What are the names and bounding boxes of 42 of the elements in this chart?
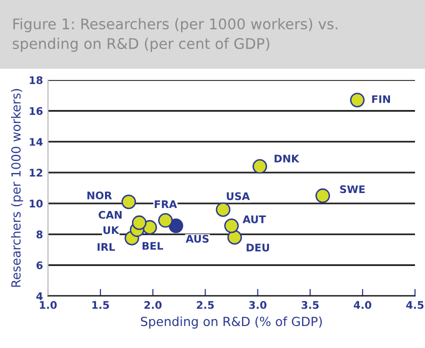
annotation: IRL xyxy=(98,243,115,251)
point xyxy=(168,218,184,234)
x-tick-label: 1.5 xyxy=(92,301,109,309)
annotation: BEL xyxy=(142,242,164,250)
x-tick-label: 4.5 xyxy=(406,301,424,309)
annotation: SWE xyxy=(340,185,365,194)
x-axis-title: Spending on R&D (% of GDP) xyxy=(140,316,322,329)
annotation: DNK xyxy=(274,154,300,162)
point xyxy=(121,194,136,210)
point xyxy=(132,215,147,230)
y-tick-label: 14 xyxy=(30,138,43,146)
annotation: NOR xyxy=(87,191,112,200)
y-axis-title: Researchers (per 1000 workers) xyxy=(10,89,24,287)
point xyxy=(158,213,173,228)
point xyxy=(252,159,268,174)
y-tick-label: 8 xyxy=(36,230,42,238)
point xyxy=(216,202,230,217)
annotation: UK xyxy=(104,226,120,234)
y-tick-label: 4 xyxy=(36,292,43,300)
y-tick-label: 12 xyxy=(30,168,42,177)
annotation: USA xyxy=(226,192,250,200)
annotation: CAN xyxy=(98,210,122,219)
chart-title: Figure 1: Researchers (per 1000 workers) vs. spending on R&D (per cent of GDP) xyxy=(12,18,338,52)
point xyxy=(350,92,365,108)
point xyxy=(315,188,330,203)
y-tick-label: 16 xyxy=(30,107,43,115)
point xyxy=(227,230,242,245)
point xyxy=(224,218,239,234)
x-tick-label: 3.5 xyxy=(302,301,319,309)
y-tick-label: 18 xyxy=(30,76,42,84)
x-tick-label: 3.0 xyxy=(249,301,266,309)
annotation: FIN xyxy=(372,95,390,103)
y-tick-label: 10 xyxy=(30,200,43,208)
annotation: DEU xyxy=(246,244,270,252)
x-tick-label: 4.0 xyxy=(354,301,372,309)
annotation: AUT xyxy=(242,216,266,224)
y-tick-label: 6 xyxy=(36,261,43,270)
x-tick-label: 2.5 xyxy=(196,301,214,309)
x-tick-label: 1.0 xyxy=(40,301,57,309)
annotation: FRA xyxy=(154,200,177,208)
x-tick-label: 2.0 xyxy=(144,301,162,309)
annotation: AUS xyxy=(186,234,209,243)
